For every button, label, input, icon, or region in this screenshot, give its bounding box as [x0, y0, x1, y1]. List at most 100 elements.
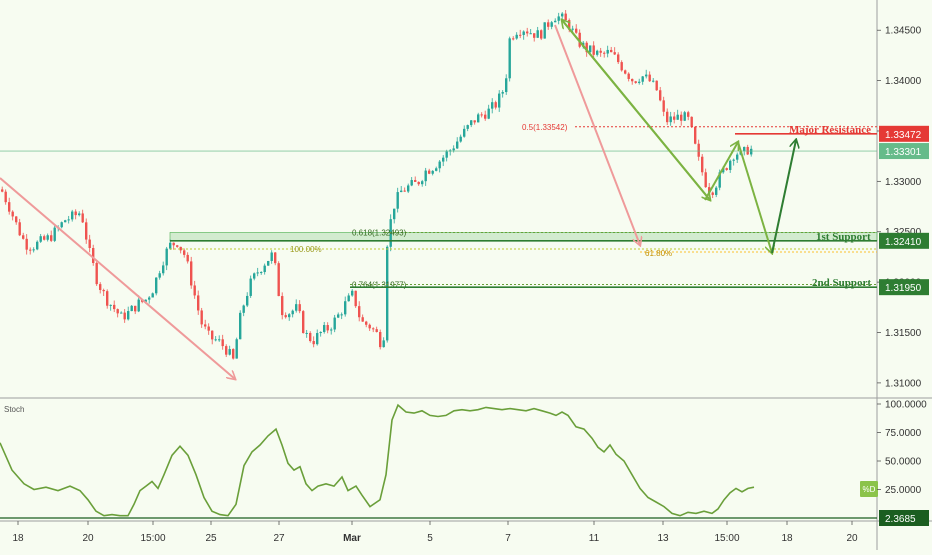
candle-body	[613, 52, 616, 55]
candle-body	[106, 291, 109, 306]
candle-body	[375, 329, 378, 333]
candle-body	[540, 30, 543, 39]
candle-body	[113, 304, 116, 310]
candle-body	[116, 309, 119, 314]
candle-body	[39, 236, 42, 242]
candle-body	[99, 284, 102, 290]
candle-body	[498, 93, 501, 108]
candle-body	[631, 78, 634, 82]
candle-body	[333, 317, 336, 330]
candle-body	[701, 156, 704, 173]
trend-arrows	[0, 20, 796, 379]
candle-body	[312, 341, 315, 345]
candle-body	[88, 239, 91, 248]
time-tick-label: 7	[505, 533, 511, 544]
candle-body	[288, 314, 291, 318]
candle-body	[494, 102, 497, 108]
candle-body	[578, 32, 581, 47]
candle-body	[18, 222, 21, 236]
candle-body	[645, 74, 648, 77]
candle-body	[95, 263, 98, 285]
candle-body	[81, 213, 84, 223]
candle-body	[690, 116, 693, 127]
candle-body	[64, 220, 67, 223]
candle-body	[60, 222, 63, 228]
candle-body	[172, 242, 175, 246]
candle-body	[673, 116, 676, 120]
candle-body	[445, 151, 448, 158]
candle-body	[386, 246, 389, 341]
candle-body	[32, 249, 35, 251]
fib-0.764-label: 0.764(1.31977)	[352, 280, 407, 289]
candle-body	[421, 181, 424, 185]
candle-body	[186, 254, 189, 262]
candle-body	[158, 273, 161, 278]
candle-body	[512, 38, 515, 40]
candle-body	[225, 346, 228, 355]
projection-arrow	[554, 24, 640, 245]
stoch-panel-label: Stoch	[4, 405, 24, 414]
candle-body	[487, 108, 490, 119]
candle-body	[291, 310, 294, 315]
candle-body	[190, 261, 193, 286]
candle-body	[284, 315, 287, 318]
candle-body	[508, 38, 511, 79]
stoch-value-text: 2.3685	[885, 514, 916, 525]
candle-body	[102, 289, 105, 292]
candle-body	[725, 168, 728, 170]
candle-body	[123, 312, 126, 320]
time-tick-label: 27	[273, 533, 285, 544]
bounce-to-resistance-arrow	[771, 140, 796, 254]
candle-body	[256, 272, 259, 274]
candle-body	[389, 219, 392, 247]
candle-body	[67, 219, 70, 221]
candle-body	[253, 273, 256, 279]
support1-price-tag-box	[879, 232, 929, 249]
candle-body	[431, 170, 434, 174]
time-tick-label: 5	[427, 533, 433, 544]
candle-body	[599, 50, 602, 53]
candle-body	[316, 333, 319, 345]
candle-body	[571, 28, 574, 30]
candle-body	[277, 263, 280, 297]
candle-body	[617, 54, 620, 63]
fib-0.618-label: 0.618(1.32493)	[352, 228, 407, 237]
candle-body	[148, 297, 151, 300]
candle-body	[729, 160, 732, 170]
candle-body	[662, 100, 665, 112]
candle-body	[641, 76, 644, 82]
candle-body	[120, 312, 123, 314]
stoch-d-line	[0, 403, 755, 517]
candle-body	[561, 13, 564, 17]
candle-body	[53, 227, 56, 241]
candle-body	[550, 22, 553, 27]
candle-body	[708, 187, 711, 193]
time-tick-label: 15:00	[140, 533, 165, 544]
candle-body	[592, 45, 595, 55]
candle-body	[78, 213, 81, 216]
time-tick-label: 20	[846, 533, 858, 544]
candle-body	[680, 114, 683, 121]
candle-body	[365, 321, 368, 325]
current-price-tag-text: 1.33301	[885, 147, 922, 158]
candle-body	[305, 332, 308, 334]
stoch-legend-label: %D	[863, 485, 876, 494]
stoch-tick-label: 25.0000	[885, 485, 922, 496]
candle-body	[137, 299, 140, 312]
candle-body	[732, 159, 735, 161]
candles	[1, 10, 753, 360]
resistance-price-tag-text: 1.33472	[885, 130, 922, 141]
candle-body	[179, 246, 182, 251]
candle-body	[627, 73, 630, 79]
candle-body	[424, 170, 427, 182]
candle-body	[750, 148, 753, 155]
candle-body	[50, 235, 53, 241]
time-tick-label: 11	[589, 533, 600, 544]
candle-body	[4, 191, 7, 203]
candle-body	[330, 329, 333, 331]
candle-body	[610, 49, 613, 53]
time-tick-label: 15:00	[714, 533, 739, 544]
